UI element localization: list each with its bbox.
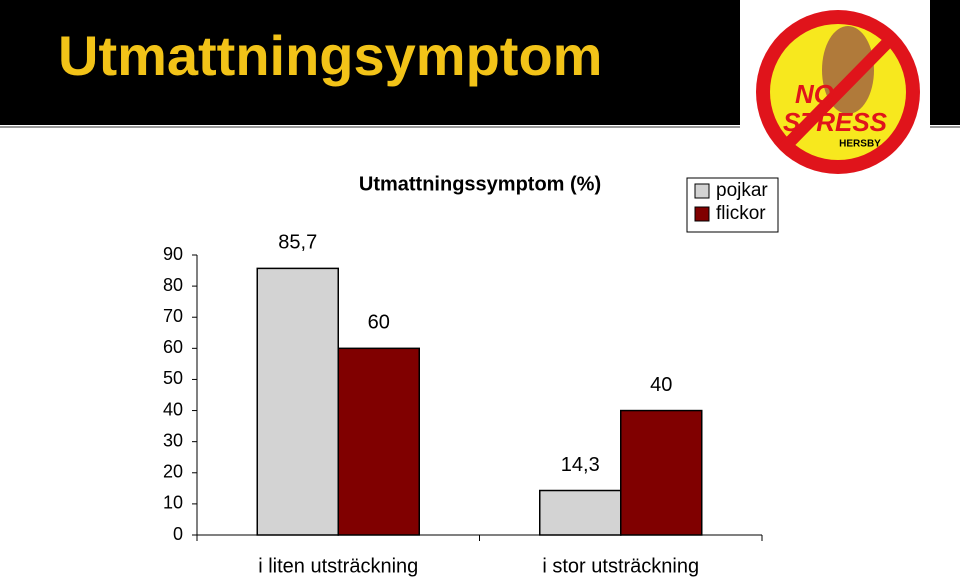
y-tick-label: 0: [173, 524, 183, 544]
value-label: 60: [368, 312, 390, 334]
value-label: 85,7: [278, 232, 317, 254]
y-tick-label: 30: [163, 430, 183, 450]
plot: 0 10 20 30 40 50 60 70 80 90 i liten utsträckning 8…: [163, 177, 779, 577]
slide-title: Utmattningsymptom: [58, 24, 602, 87]
value-label: 14,3: [561, 454, 600, 476]
bar: [256, 267, 339, 536]
y-tick-label: 20: [163, 462, 183, 482]
bar: [337, 347, 420, 536]
logo: NO STRESS HERSBY: [740, 0, 930, 180]
value-label: 40: [650, 374, 672, 396]
y-tick-label: 40: [163, 399, 183, 419]
bar: [620, 409, 703, 536]
y-tick-label: 90: [163, 244, 183, 264]
y-tick-label: 50: [163, 368, 183, 388]
y-tick-label: 80: [163, 275, 183, 295]
logo-text: HERSBY: [839, 139, 881, 150]
legend-swatch: [694, 183, 710, 199]
logo-text: STRESS: [783, 107, 888, 137]
bar: [539, 489, 622, 536]
x-tick-label: i liten utsträckning: [258, 555, 418, 577]
legend-label: pojkar: [716, 180, 768, 201]
logo-slash: [777, 31, 899, 155]
logo-text: NO: [795, 79, 834, 109]
y-tick-label: 10: [163, 493, 183, 513]
legend-label: flickor: [716, 203, 766, 224]
legend-swatch: [694, 206, 710, 222]
y-tick-label: 70: [163, 306, 183, 326]
chart-title: Utmattningssymptom (%): [359, 173, 601, 195]
x-tick-label: i stor utsträckning: [542, 555, 699, 577]
y-tick-label: 60: [163, 337, 183, 357]
